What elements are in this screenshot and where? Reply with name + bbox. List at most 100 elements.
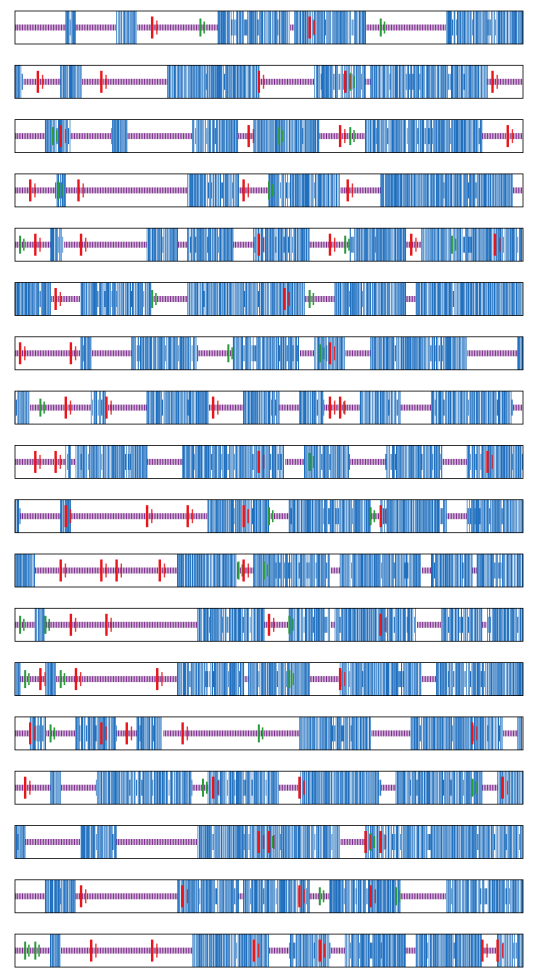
red-mark	[24, 346, 26, 361]
red-mark	[247, 509, 249, 524]
green-mark	[278, 127, 281, 146]
red-mark	[338, 125, 342, 148]
green-mark	[19, 235, 22, 254]
red-mark	[328, 396, 332, 419]
green-mark	[308, 452, 311, 471]
red-mark	[333, 237, 336, 252]
green-mark	[312, 293, 315, 305]
track-frame	[14, 336, 524, 371]
red-mark	[493, 233, 497, 256]
green-mark	[282, 130, 284, 143]
green-mark	[450, 235, 453, 254]
track-frame	[14, 499, 524, 534]
red-mark	[110, 617, 112, 632]
red-mark	[262, 237, 265, 252]
red-mark	[163, 563, 166, 578]
green-mark	[39, 398, 42, 417]
red-mark	[242, 559, 245, 582]
track-frame	[14, 390, 524, 425]
red-mark	[69, 509, 72, 524]
green-mark	[312, 455, 315, 468]
green-mark	[19, 615, 22, 634]
red-mark	[328, 342, 332, 365]
green-mark	[308, 290, 311, 308]
red-mark	[64, 563, 67, 578]
red-mark	[39, 237, 41, 252]
track-2	[14, 64, 524, 99]
red-mark	[85, 237, 87, 252]
red-mark	[156, 20, 158, 35]
track-frame	[14, 553, 524, 588]
red-mark	[59, 454, 62, 469]
red-mark	[59, 559, 62, 582]
red-mark	[59, 125, 62, 148]
red-mark	[262, 454, 265, 469]
red-mark	[499, 237, 501, 252]
red-mark	[158, 559, 161, 582]
red-mark	[333, 346, 336, 361]
track-frame	[14, 64, 524, 99]
track-1	[14, 10, 524, 45]
track-frame	[14, 173, 524, 208]
red-mark	[34, 450, 37, 473]
red-mark	[105, 396, 108, 419]
red-mark	[18, 342, 22, 365]
red-mark	[29, 179, 32, 202]
red-mark	[308, 16, 311, 39]
red-mark	[257, 233, 261, 256]
green-mark	[266, 564, 269, 577]
red-mark	[41, 74, 44, 89]
red-mark	[211, 396, 215, 419]
track-frame	[14, 607, 524, 642]
track-frame	[14, 227, 524, 262]
red-mark	[69, 342, 73, 365]
green-mark	[288, 615, 291, 634]
red-mark	[145, 505, 149, 528]
red-mark	[39, 454, 41, 469]
green-mark	[23, 238, 25, 251]
green-mark	[61, 184, 63, 197]
track-9	[14, 444, 524, 479]
green-mark	[262, 561, 265, 580]
red-mark	[64, 129, 67, 144]
red-mark	[150, 16, 154, 39]
red-mark	[283, 288, 286, 310]
red-mark	[384, 617, 387, 632]
red-mark	[74, 346, 77, 361]
red-mark	[313, 20, 316, 35]
red-mark	[247, 183, 249, 198]
red-mark	[351, 183, 354, 198]
red-mark	[344, 70, 347, 93]
green-mark	[272, 510, 274, 523]
red-mark	[273, 617, 275, 632]
red-mark	[79, 233, 83, 256]
green-mark	[344, 235, 347, 254]
green-mark	[322, 347, 325, 360]
track-11	[14, 553, 524, 588]
red-mark	[64, 396, 67, 419]
red-mark	[384, 509, 387, 524]
red-mark	[491, 454, 493, 469]
red-mark	[74, 617, 77, 632]
red-mark	[247, 125, 250, 148]
green-mark	[203, 21, 205, 34]
red-mark	[54, 288, 57, 310]
track-frame	[14, 444, 524, 479]
red-mark	[36, 70, 40, 93]
red-mark	[267, 613, 271, 636]
red-mark	[82, 183, 84, 198]
green-mark	[318, 344, 321, 363]
red-mark	[64, 505, 67, 528]
track-6	[14, 282, 524, 316]
green-mark	[272, 184, 274, 197]
track-frame	[14, 282, 524, 316]
red-mark	[242, 179, 245, 202]
green-mark	[373, 510, 376, 523]
green-mark	[43, 401, 45, 414]
red-mark	[379, 505, 382, 528]
green-mark	[349, 127, 352, 146]
red-mark	[328, 233, 332, 256]
red-mark	[105, 563, 107, 578]
